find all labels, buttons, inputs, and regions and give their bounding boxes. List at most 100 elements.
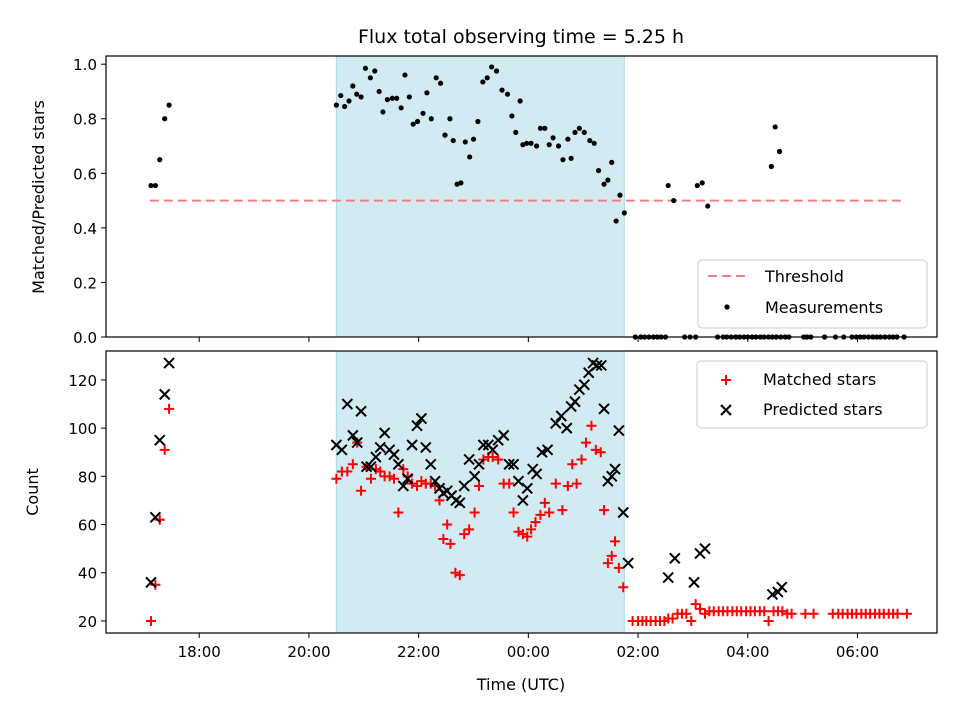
measurement-point: [384, 97, 390, 103]
measurement-point: [617, 192, 623, 198]
y-tick-label: 40: [78, 565, 97, 583]
matched-point: [331, 473, 342, 484]
predicted-point: [598, 403, 610, 415]
top-panel: 0.0 0.2 0.4 0.6 0.8 1.0 Threshold Measurements: [73, 55, 938, 347]
measurement-point: [581, 129, 587, 135]
matched-point: [473, 480, 484, 491]
predicted-point: [530, 468, 543, 480]
measurement-point: [428, 116, 434, 122]
y-tick-label: 120: [68, 372, 97, 390]
measurement-point: [572, 129, 578, 135]
predicted-point: [669, 552, 681, 564]
matched-point: [562, 480, 573, 491]
legend-measurements-label: Measurements: [765, 298, 883, 317]
x-tick-label: 00:00: [507, 643, 550, 661]
measurement-point: [333, 102, 339, 108]
predicted-point: [613, 424, 625, 437]
matched-point: [901, 608, 912, 619]
measurement-point: [467, 154, 473, 160]
matched-point: [576, 454, 587, 465]
matched-point: [763, 615, 774, 626]
matched-point: [412, 480, 423, 491]
matched-point: [469, 507, 480, 518]
measurement-point: [621, 210, 627, 216]
measurement-point: [433, 75, 439, 81]
measurement-point: [402, 72, 408, 78]
predicted-point: [503, 458, 515, 470]
predicted-point: [512, 475, 525, 487]
matched-point: [786, 608, 797, 619]
y-tick-label: 20: [78, 613, 97, 631]
predicted-point: [617, 506, 629, 519]
matched-point: [618, 582, 629, 593]
x-tick-label: 18:00: [178, 643, 221, 661]
measurement-point: [406, 94, 412, 100]
x-tick-label: 20:00: [287, 643, 330, 661]
measurement-point: [489, 64, 495, 70]
bottom-panel: 20 40 60 80 100 120 18:00 20:00 22:00 00:00 02:00 0…: [68, 350, 938, 661]
measurement-point: [499, 87, 505, 93]
predicted-point: [397, 480, 410, 492]
measurement-point: [613, 218, 619, 224]
matched-point: [557, 505, 568, 516]
matched-point: [159, 444, 170, 455]
predicted-point: [454, 497, 466, 509]
predicted-point: [378, 427, 391, 439]
measurement-point: [447, 116, 453, 122]
predicted-point: [609, 463, 621, 475]
measurement-point: [484, 75, 490, 81]
predicted-point: [699, 542, 711, 555]
matched-point: [544, 507, 555, 518]
measurement-point: [671, 197, 677, 204]
predicted-point: [411, 420, 423, 432]
y-tick-label: 80: [78, 468, 97, 486]
measurement-point: [424, 90, 430, 96]
measurement-point: [442, 132, 448, 138]
measurement-point: [542, 125, 548, 131]
measurement-point: [591, 140, 597, 146]
measurement-point: [470, 136, 477, 142]
measurement-point: [595, 167, 602, 174]
measurement-point: [776, 148, 783, 155]
measurement-point: [358, 94, 364, 100]
predicted-point: [388, 448, 400, 461]
measurement-point: [546, 142, 552, 148]
predicted-point: [415, 412, 428, 425]
predicted-point: [541, 444, 554, 456]
predicted-point: [662, 571, 674, 584]
predicted-point: [595, 359, 608, 372]
measurement-point: [389, 95, 395, 101]
y-tick-label: 0.4: [73, 220, 97, 238]
matched-point: [595, 447, 606, 458]
matched-point: [365, 473, 376, 484]
matched-point: [539, 497, 550, 508]
y-tick-label: 0.6: [73, 165, 97, 183]
matched-point: [681, 608, 692, 619]
measurement-point: [367, 75, 373, 81]
matched-point: [522, 531, 533, 542]
matched-point: [602, 558, 613, 569]
legend-matched-label: Matched stars: [763, 370, 876, 389]
y-tick-label: 0.0: [73, 329, 97, 347]
matched-point: [686, 615, 697, 626]
measurement-point: [509, 113, 515, 119]
predicted-point: [463, 453, 475, 466]
y-tick-label: 0.8: [73, 111, 97, 129]
measurement-point: [398, 105, 404, 111]
matched-point: [759, 606, 770, 617]
predicted-point: [591, 359, 603, 372]
predicted-point: [420, 441, 432, 454]
predicted-point: [606, 470, 618, 483]
matched-point: [535, 509, 546, 520]
matched-point: [504, 478, 515, 489]
matched-point: [347, 459, 358, 470]
measurement-point: [537, 125, 544, 131]
predicted-point: [145, 576, 157, 589]
predicted-point: [776, 581, 788, 593]
matched-point: [487, 452, 498, 463]
matched-point: [164, 403, 175, 414]
predicted-point: [355, 405, 367, 417]
predicted-point: [149, 511, 162, 524]
matched-point: [567, 459, 578, 470]
